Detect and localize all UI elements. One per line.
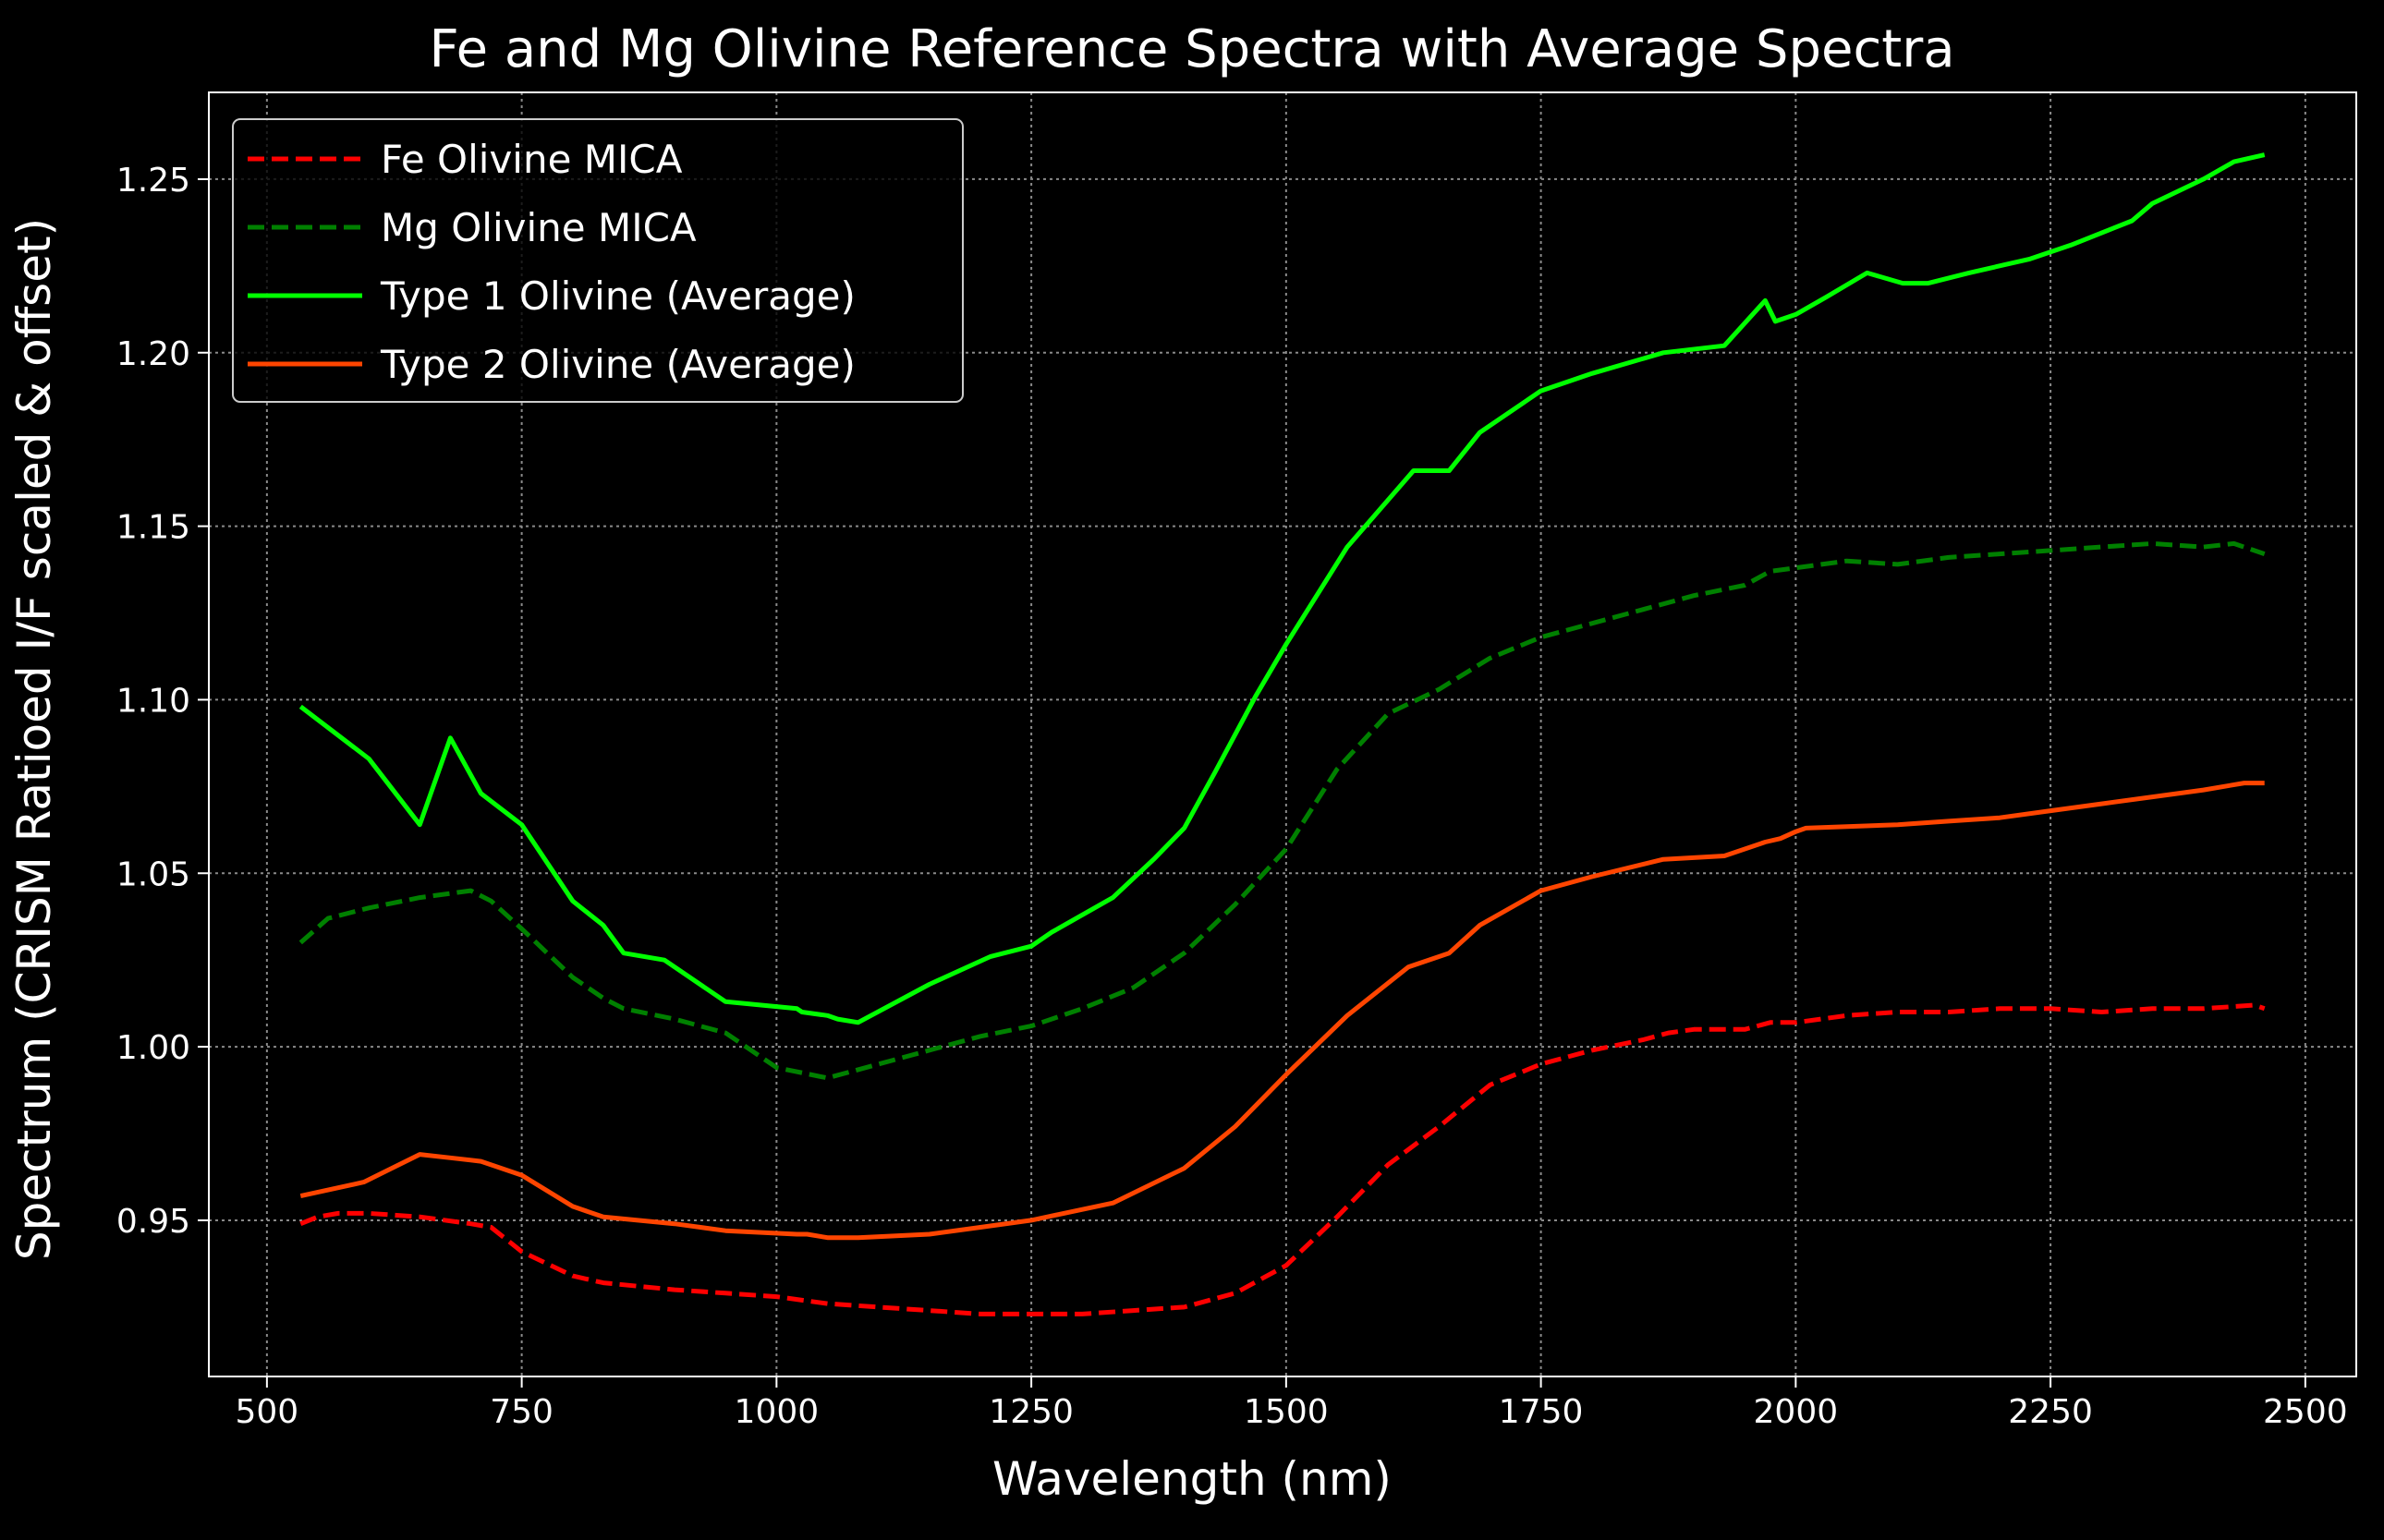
x-tick-label: 2000	[1754, 1393, 1839, 1431]
y-tick-label: 1.15	[116, 509, 190, 547]
plot-frame	[208, 91, 2357, 1377]
legend-box	[232, 118, 964, 403]
legend-label: Fe Olivine MICA	[381, 137, 683, 182]
x-tick-label: 750	[490, 1393, 553, 1431]
y-tick-label: 1.25	[116, 162, 190, 200]
series-line-3	[298, 152, 2266, 1025]
y-tick-label: 0.95	[116, 1203, 190, 1241]
series-lines	[298, 152, 2266, 1316]
x-tick-label: 2500	[2263, 1393, 2348, 1431]
y-axis: 0.95 1.00 1.05 1.10 1.15 1.20 1.25	[116, 162, 209, 1241]
y-tick-label: 1.05	[116, 855, 190, 893]
x-tick-label: 1750	[1499, 1393, 1584, 1431]
legend-label: Type 1 Olivine (Average)	[380, 273, 856, 319]
y-tick-label: 1.20	[116, 335, 190, 373]
y-tick-label: 1.00	[116, 1029, 190, 1067]
x-tick-label: 1500	[1244, 1393, 1329, 1431]
series-line-2	[298, 540, 2266, 1081]
x-tick-label: 1000	[735, 1393, 820, 1431]
legend: Fe Olivine MICA Mg Olivine MICA Type 1 Oli…	[232, 118, 964, 403]
chart-title: Fe and Mg Olivine Reference Spectra with…	[429, 19, 1954, 79]
x-tick-label: 2250	[2008, 1393, 2093, 1431]
x-axis-title: Wavelength (nm)	[992, 1452, 1392, 1506]
legend-label: Mg Olivine MICA	[381, 205, 697, 250]
x-tick-label: 1250	[989, 1393, 1074, 1431]
y-axis-title: Spectrum (CRISM Ratioed I/F scaled & off…	[7, 218, 61, 1260]
x-axis: 500 750 1000 1250 1500 1750 2000 2250 2500	[236, 1376, 2348, 1431]
series-line-1	[299, 1002, 2266, 1316]
legend-label: Type 2 Olivine (Average)	[380, 342, 856, 387]
series-line-4	[299, 781, 2265, 1241]
y-tick-label: 1.10	[116, 682, 190, 720]
x-tick-label: 500	[236, 1393, 299, 1431]
